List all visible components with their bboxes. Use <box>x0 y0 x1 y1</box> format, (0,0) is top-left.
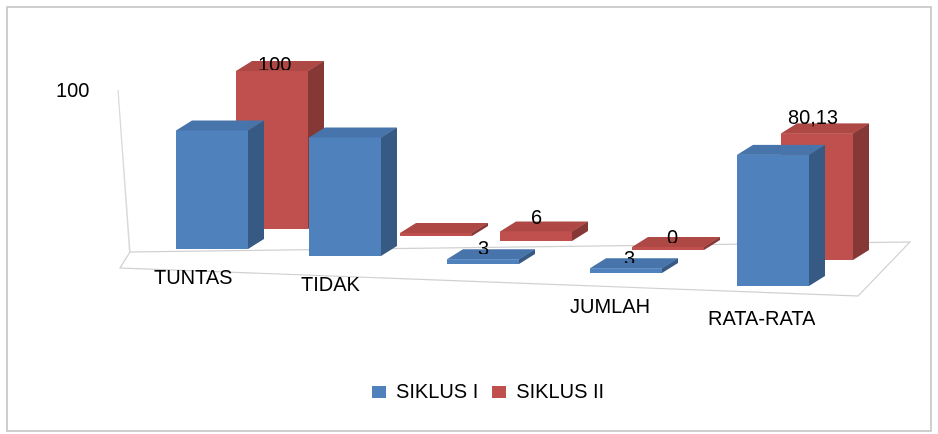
legend-swatch-siklus2 <box>492 386 507 398</box>
bar-siklus2-2-top <box>500 221 588 232</box>
bar-siklus1-0-side <box>248 120 264 249</box>
category-label-rata-rata: RATA-RATA <box>708 309 816 325</box>
bar-siklus1-4-top <box>737 144 825 155</box>
bar-siklus2-4-side <box>853 123 869 261</box>
bar-siklus1-0-front <box>176 130 248 249</box>
category-label-jumlah: JUMLAH <box>570 297 651 317</box>
bar-siklus1-3-side <box>662 258 678 273</box>
bar-siklus1-1-side <box>381 127 397 256</box>
y-tick-label: 100 <box>56 81 90 98</box>
bar-siklus1-0 <box>176 120 264 249</box>
bar-siklus1-0-top <box>176 120 264 131</box>
category-label-tidak: TIDAK <box>301 275 360 292</box>
bar-siklus2-2-side <box>572 221 588 241</box>
bar-siklus2-1-front <box>400 233 472 236</box>
bar-siklus2-2-front <box>500 231 572 241</box>
data-label-siklus2-rata-rata: 80,13 <box>788 108 839 128</box>
bar-siklus2-0-top <box>236 61 324 71</box>
bar-siklus2-1-top <box>400 223 488 233</box>
bar-siklus2-4-top <box>781 123 869 134</box>
bar-siklus1-3 <box>590 258 678 273</box>
bar-siklus2-3-top <box>632 237 720 247</box>
bar-siklus1-2-side <box>519 249 535 264</box>
legend-item-siklus1: SIKLUS I <box>372 383 478 401</box>
legend-label-siklus2: SIKLUS II <box>516 383 605 401</box>
legend: SIKLUS I SIKLUS II <box>372 383 618 401</box>
category-label-tuntas: TUNTAS <box>154 268 233 285</box>
bar-siklus2-3-side <box>704 237 720 250</box>
data-label-siklus2-col3: 6 <box>531 208 543 228</box>
bar-siklus1-1-top <box>309 127 397 138</box>
bar-siklus1-2-top <box>447 249 535 260</box>
bar-siklus2-2 <box>500 221 588 241</box>
bar-siklus1-4-side <box>809 144 825 286</box>
bar-siklus1-4 <box>737 144 825 286</box>
bar-siklus2-1 <box>400 223 488 236</box>
data-label-siklus1-col3: 3 <box>478 239 490 254</box>
bar-siklus2-1-side <box>472 223 488 236</box>
data-label-siklus1-jumlah: 3 <box>624 249 636 263</box>
data-label-siklus2-jumlah: 0 <box>667 228 679 243</box>
bar-siklus1-2 <box>447 249 535 264</box>
legend-label-siklus1: SIKLUS I <box>396 383 479 401</box>
bar-siklus1-1 <box>309 127 397 256</box>
bars-layer <box>176 61 869 286</box>
bar-siklus1-3-front <box>590 268 662 273</box>
bar-siklus2-3-front <box>632 247 704 250</box>
legend-item-siklus2: SIKLUS II <box>492 383 604 401</box>
bar-siklus1-2-front <box>447 259 519 264</box>
bar-siklus1-3-top <box>590 258 678 269</box>
bar-siklus1-4-front <box>737 154 809 286</box>
bar-siklus1-1-front <box>309 137 381 256</box>
legend-swatch-siklus1 <box>372 386 386 398</box>
bar-siklus2-3 <box>632 237 720 250</box>
data-label-siklus2-tuntas: 100 <box>258 55 292 70</box>
